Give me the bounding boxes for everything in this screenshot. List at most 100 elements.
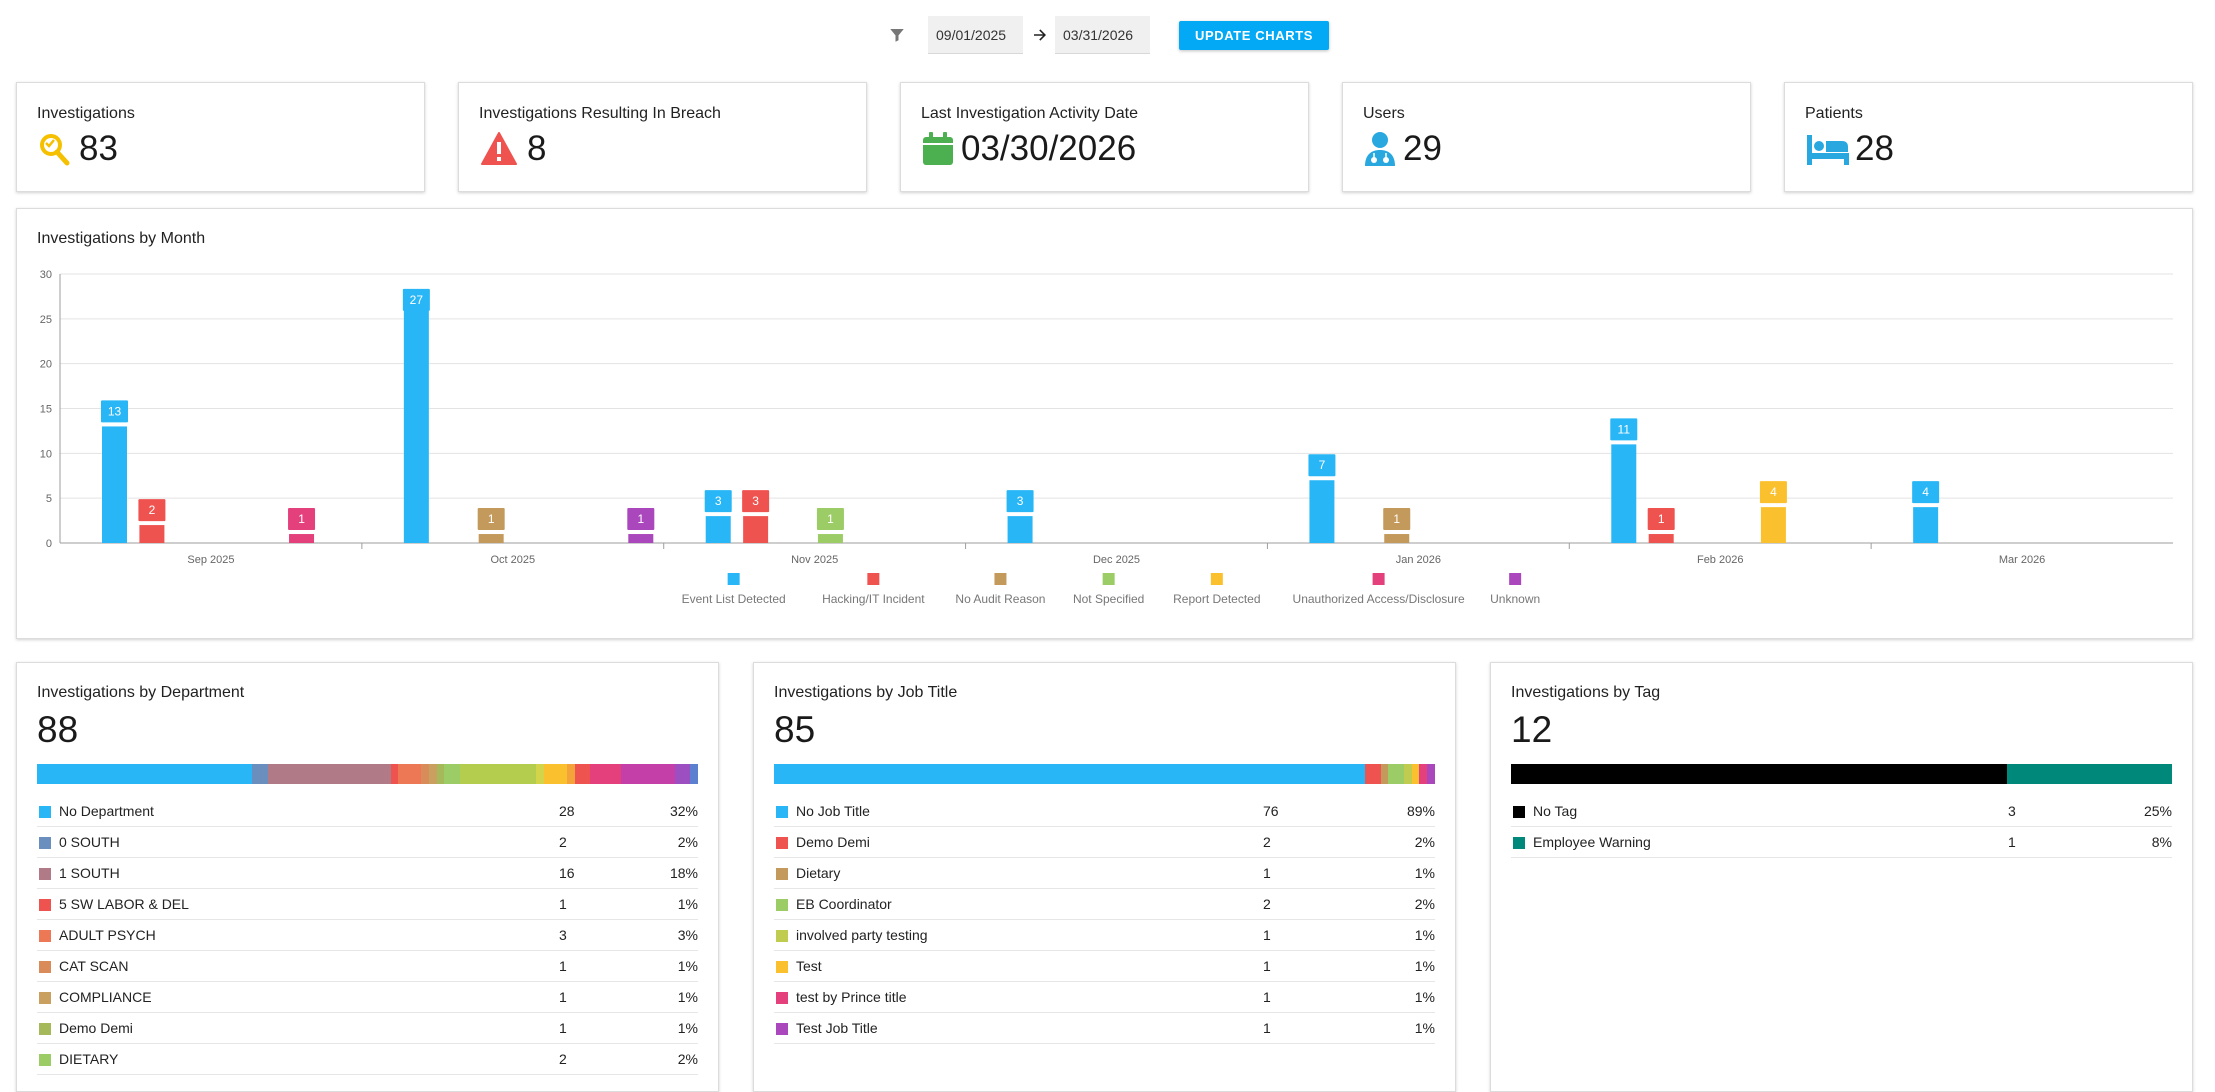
legend-swatch — [39, 930, 51, 942]
item-count: 1 — [559, 896, 567, 912]
bar-segment[interactable] — [690, 764, 698, 784]
list-item[interactable]: Demo Demi 1 1% — [37, 1013, 698, 1044]
item-name: Dietary — [796, 865, 841, 881]
data-label-bg — [1383, 508, 1411, 531]
list-item[interactable]: 0 SOUTH 2 2% — [37, 827, 698, 858]
bar-segment[interactable] — [398, 764, 422, 784]
list-item[interactable]: Employee Warning 1 8% — [1511, 827, 2172, 858]
chart-bar[interactable] — [1384, 534, 1410, 543]
bar-segment[interactable] — [620, 764, 675, 784]
list-item[interactable]: No Job Title 76 89% — [774, 796, 1435, 827]
item-count: 28 — [559, 803, 575, 819]
chart-bar[interactable] — [817, 534, 843, 543]
bar-segment[interactable] — [421, 764, 429, 784]
legend-swatch — [776, 992, 788, 1004]
bar-segment[interactable] — [267, 764, 391, 784]
bar-segment[interactable] — [1411, 764, 1420, 784]
list-item[interactable]: CAT SCAN 1 1% — [37, 951, 698, 982]
bar-segment[interactable] — [1365, 764, 1381, 784]
chart-bar[interactable] — [1648, 534, 1674, 543]
chart-bar[interactable] — [705, 516, 731, 543]
bar-segment[interactable] — [536, 764, 545, 784]
arrow-right-icon — [1034, 29, 1046, 41]
bar-segment[interactable] — [428, 764, 437, 784]
list-item[interactable]: Dietary 1 1% — [774, 858, 1435, 889]
legend-swatch — [776, 837, 788, 849]
y-tick-label: 15 — [40, 404, 52, 416]
list-item[interactable]: Demo Demi 2 2% — [774, 827, 1435, 858]
bar-segment[interactable] — [436, 764, 445, 784]
tag-list: No Tag 3 25% Employee Warning 1 8% — [1511, 796, 2172, 858]
bar-segment[interactable] — [1380, 764, 1389, 784]
bar-segment[interactable] — [544, 764, 568, 784]
chart-bar[interactable] — [1760, 507, 1786, 543]
filter-icon[interactable] — [888, 26, 906, 44]
bar-segment[interactable] — [1403, 764, 1412, 784]
bar-segment[interactable] — [1388, 764, 1404, 784]
update-charts-button[interactable]: UPDATE CHARTS — [1179, 21, 1329, 50]
legend-swatch — [39, 868, 51, 880]
stat-card-investigations: Investigations 83 — [16, 82, 425, 192]
x-tick-label: Sep 2025 — [187, 554, 234, 566]
list-item[interactable]: Test Job Title 1 1% — [774, 1013, 1435, 1044]
legend-item: Not Specified — [1073, 592, 1144, 606]
chart-bar[interactable] — [743, 516, 769, 543]
end-date-input[interactable]: 03/31/2026 — [1055, 16, 1150, 54]
chart-bar[interactable] — [1611, 444, 1637, 543]
tag-stacked-bar — [1511, 764, 2172, 784]
list-item[interactable]: DIETARY 2 2% — [37, 1044, 698, 1075]
chart-bar[interactable] — [289, 534, 315, 543]
bar-segment[interactable] — [390, 764, 399, 784]
data-label-bg — [816, 508, 844, 531]
panel-total: 85 — [774, 709, 816, 750]
list-item[interactable]: 1 SOUTH 16 18% — [37, 858, 698, 889]
chart-bar[interactable] — [478, 534, 504, 543]
item-count: 1 — [559, 958, 567, 974]
bar-segment[interactable] — [252, 764, 268, 784]
start-date-input[interactable]: 09/01/2025 — [928, 16, 1023, 54]
list-item[interactable]: No Tag 3 25% — [1511, 796, 2172, 827]
item-name: test by Prince title — [796, 989, 907, 1005]
list-item[interactable]: 5 SW LABOR & DEL 1 1% — [37, 889, 698, 920]
data-label: 2 — [149, 503, 156, 517]
stat-value: 8 — [527, 129, 547, 168]
list-item[interactable]: Test 1 1% — [774, 951, 1435, 982]
legend-swatch — [994, 573, 1007, 585]
job-title-list: No Job Title 76 89% Demo Demi 2 2% Dietary 1 1% E… — [774, 796, 1435, 1044]
chart-bar[interactable] — [1007, 516, 1033, 543]
chart-bar[interactable] — [1913, 507, 1939, 543]
chart-bar[interactable] — [1309, 480, 1335, 543]
bar-segment[interactable] — [1427, 764, 1435, 784]
item-count: 1 — [559, 1020, 567, 1036]
bar-segment[interactable] — [459, 764, 537, 784]
list-item[interactable]: COMPLIANCE 1 1% — [37, 982, 698, 1013]
bar-segment[interactable] — [444, 764, 460, 784]
list-item[interactable]: EB Coordinator 2 2% — [774, 889, 1435, 920]
list-item[interactable]: No Department 28 32% — [37, 796, 698, 827]
bar-segment[interactable] — [1511, 764, 2007, 784]
bar-segment[interactable] — [674, 764, 691, 784]
item-count: 76 — [1263, 803, 1279, 819]
bar-segment[interactable] — [37, 764, 253, 784]
chart-bar[interactable] — [403, 300, 429, 543]
chart-bar[interactable] — [628, 534, 654, 543]
list-item[interactable]: ADULT PSYCH 3 3% — [37, 920, 698, 951]
item-percent: 1% — [1414, 989, 1435, 1005]
item-percent: 1% — [1414, 1020, 1435, 1036]
chart-bar[interactable] — [139, 525, 165, 543]
bar-segment[interactable] — [567, 764, 575, 784]
list-item[interactable]: involved party testing 1 1% — [774, 920, 1435, 951]
list-item[interactable]: test by Prince title 1 1% — [774, 982, 1435, 1013]
bar-segment[interactable] — [1419, 764, 1428, 784]
chart-bar[interactable] — [102, 426, 127, 543]
bar-segment[interactable] — [574, 764, 591, 784]
item-name: COMPLIANCE — [59, 989, 152, 1005]
data-label: 1 — [1658, 512, 1665, 526]
bar-segment[interactable] — [2006, 764, 2172, 784]
bar-segment[interactable] — [774, 764, 1365, 784]
item-count: 16 — [559, 865, 575, 881]
legend-item: Unknown — [1490, 592, 1540, 606]
item-count: 1 — [1263, 989, 1271, 1005]
bar-segment[interactable] — [590, 764, 621, 784]
data-label: 4 — [1770, 485, 1777, 499]
